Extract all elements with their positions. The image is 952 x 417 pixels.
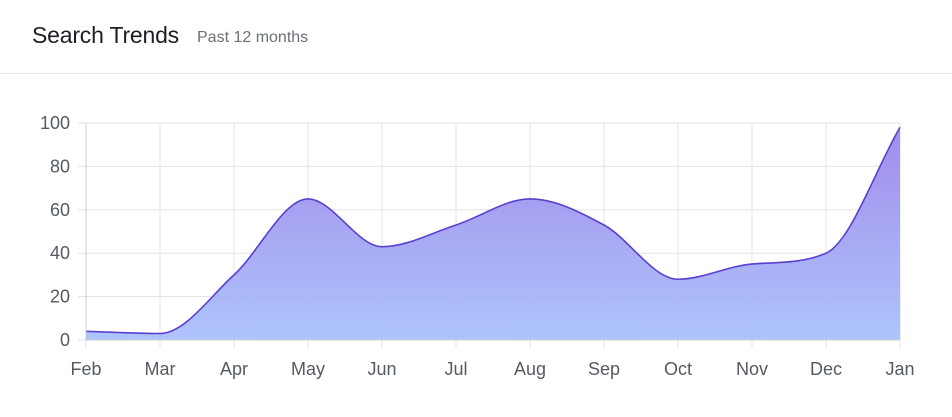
y-tick-label: 100 [40, 113, 70, 133]
series-line [85, 126, 901, 335]
y-tick-label: 80 [50, 156, 70, 176]
axis-layer: 0 20 40 60 80 100 Feb Mar Apr May Jun Jul Aug Sep Oct N… [40, 113, 915, 379]
x-tick-label: Oct [664, 359, 692, 379]
area-layer [85, 126, 901, 340]
card-subtitle: Past 12 months [197, 29, 309, 46]
x-tick-label: Jun [367, 359, 396, 379]
x-tick-label: Mar [145, 359, 176, 379]
x-tick-label: Dec [810, 359, 842, 379]
series-area [86, 127, 900, 340]
x-tick-label: Jan [885, 359, 914, 379]
y-tick-label: 0 [60, 330, 70, 350]
y-tick-label: 20 [50, 287, 70, 307]
x-tick-label: Apr [220, 359, 248, 379]
x-tick-label: Jul [444, 359, 467, 379]
x-tick-label: Aug [514, 359, 546, 379]
x-tick-label: Feb [70, 359, 101, 379]
y-tick-label: 60 [50, 200, 70, 220]
card-title: Search Trends [32, 22, 179, 48]
y-tick-label: 40 [50, 243, 70, 263]
x-tick-label: Nov [736, 359, 768, 379]
card-header: Search Trends Past 12 months [0, 0, 952, 74]
x-tick-label: Sep [588, 359, 620, 379]
x-tick-label: May [291, 359, 325, 379]
